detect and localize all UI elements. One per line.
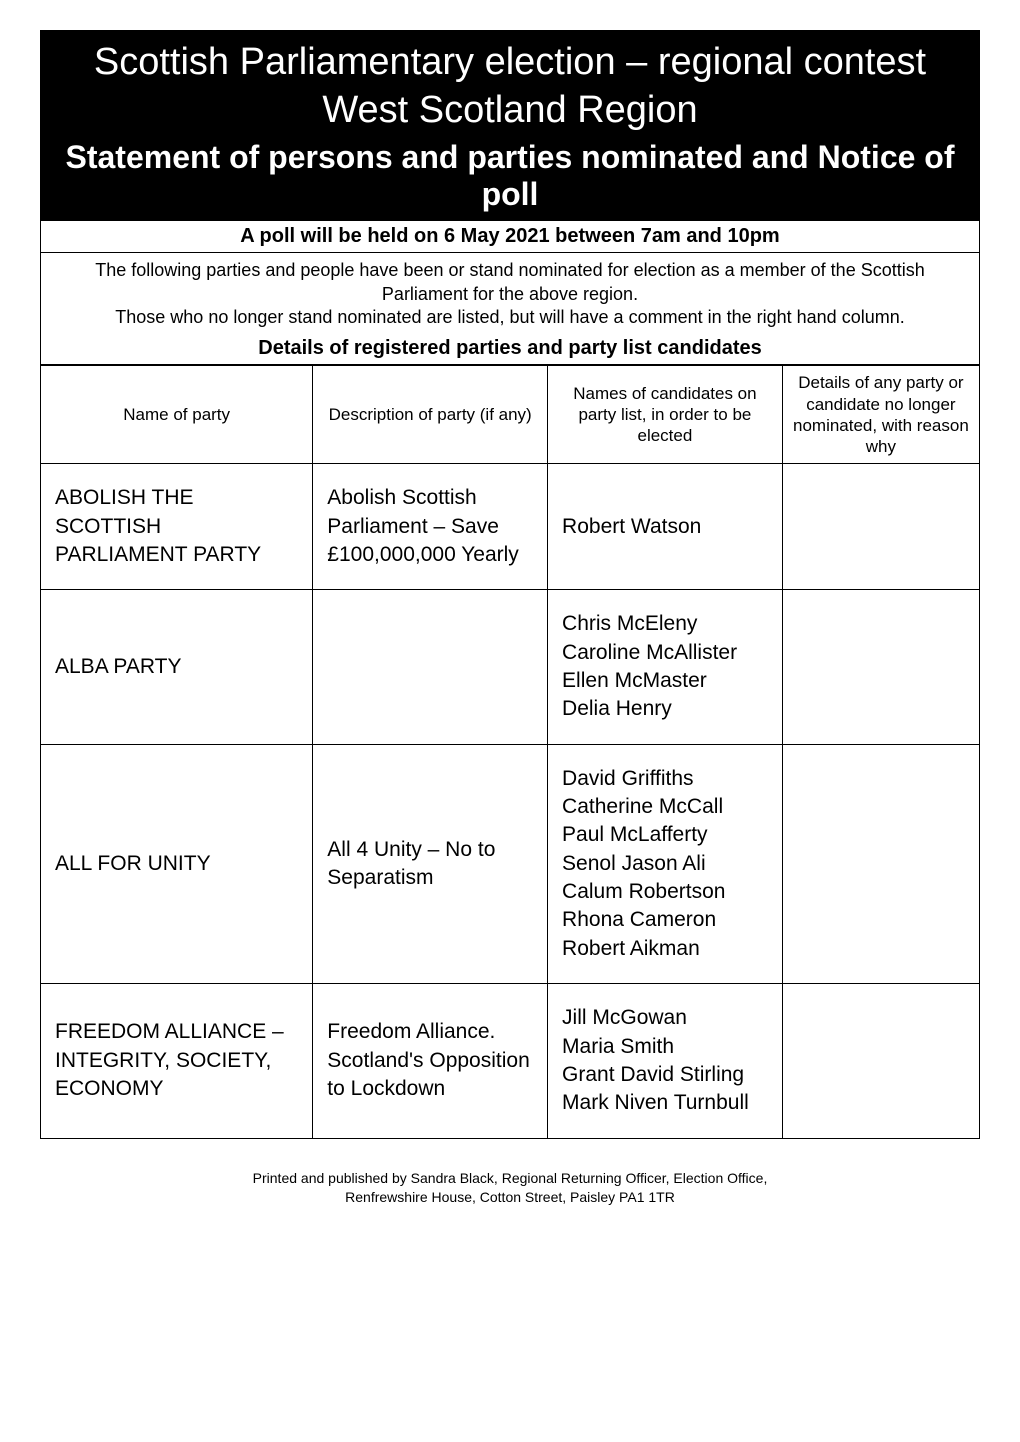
footer-line2: Renfrewshire House, Cotton Street, Paisl… <box>345 1189 675 1205</box>
col-header-details: Details of any party or candidate no lon… <box>782 366 979 464</box>
cell-description: Freedom Alliance. Scotland's Opposition … <box>313 984 548 1138</box>
table-header-row: Name of party Description of party (if a… <box>41 366 980 464</box>
cell-description: Abolish Scottish Parliament – Save £100,… <box>313 464 548 590</box>
cell-details <box>782 590 979 744</box>
cell-candidates: Jill McGowanMaria SmithGrant David Stirl… <box>548 984 783 1138</box>
col-header-candidates: Names of candidates on party list, in or… <box>548 366 783 464</box>
cell-candidates: Robert Watson <box>548 464 783 590</box>
table-row: ABOLISH THE SCOTTISH PARLIAMENT PARTYAbo… <box>41 464 980 590</box>
cell-party: ABOLISH THE SCOTTISH PARLIAMENT PARTY <box>41 464 313 590</box>
region-title: West Scotland Region <box>60 88 960 134</box>
poll-notice: A poll will be held on 6 May 2021 betwee… <box>40 221 980 253</box>
main-title: Scottish Parliamentary election – region… <box>60 40 960 86</box>
table-body: ABOLISH THE SCOTTISH PARLIAMENT PARTYAbo… <box>41 464 980 1138</box>
cell-candidates: Chris McElenyCaroline McAllisterEllen Mc… <box>548 590 783 744</box>
cell-details <box>782 744 979 983</box>
header-block: Scottish Parliamentary election – region… <box>40 30 980 221</box>
cell-details <box>782 464 979 590</box>
cell-party: FREEDOM ALLIANCE – INTEGRITY, SOCIETY, E… <box>41 984 313 1138</box>
intro-text: The following parties and people have be… <box>40 253 980 333</box>
col-header-description: Description of party (if any) <box>313 366 548 464</box>
table-row: ALL FOR UNITYAll 4 Unity – No to Separat… <box>41 744 980 983</box>
details-header: Details of registered parties and party … <box>40 333 980 365</box>
intro-line2: Those who no longer stand nominated are … <box>115 307 904 327</box>
col-header-party: Name of party <box>41 366 313 464</box>
cell-details <box>782 984 979 1138</box>
table-row: FREEDOM ALLIANCE – INTEGRITY, SOCIETY, E… <box>41 984 980 1138</box>
cell-candidates: David GriffithsCatherine McCallPaul McLa… <box>548 744 783 983</box>
statement-title: Statement of persons and parties nominat… <box>60 139 960 213</box>
table-row: ALBA PARTY Chris McElenyCaroline McAllist… <box>41 590 980 744</box>
candidates-table: Name of party Description of party (if a… <box>40 365 980 1138</box>
footer-line1: Printed and published by Sandra Black, R… <box>253 1170 768 1186</box>
intro-line1: The following parties and people have be… <box>95 260 925 303</box>
cell-party: ALL FOR UNITY <box>41 744 313 983</box>
footer: Printed and published by Sandra Black, R… <box>40 1169 980 1208</box>
cell-description: All 4 Unity – No to Separatism <box>313 744 548 983</box>
cell-description <box>313 590 548 744</box>
cell-party: ALBA PARTY <box>41 590 313 744</box>
